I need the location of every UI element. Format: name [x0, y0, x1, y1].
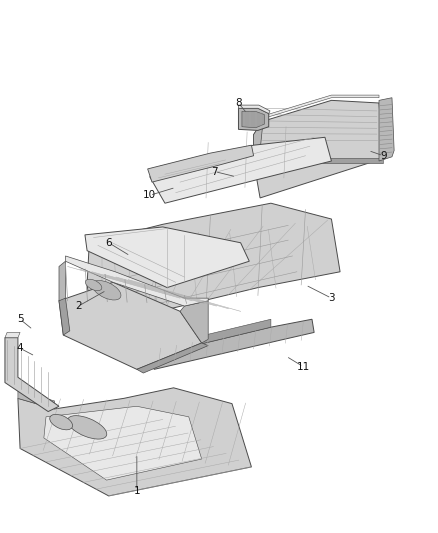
Polygon shape [87, 203, 340, 327]
Polygon shape [5, 333, 20, 338]
Text: 2: 2 [75, 301, 82, 311]
Polygon shape [18, 391, 55, 409]
Polygon shape [180, 301, 208, 343]
Polygon shape [85, 227, 249, 288]
Text: 9: 9 [380, 151, 387, 161]
Text: 10: 10 [143, 190, 156, 200]
Polygon shape [59, 282, 202, 369]
Text: 4: 4 [17, 343, 23, 353]
Polygon shape [238, 105, 270, 114]
Polygon shape [18, 388, 251, 496]
Polygon shape [254, 158, 383, 164]
Polygon shape [238, 108, 269, 131]
Text: 6: 6 [106, 238, 112, 248]
Polygon shape [59, 261, 66, 301]
Ellipse shape [85, 279, 102, 290]
Ellipse shape [50, 414, 73, 430]
Ellipse shape [92, 280, 121, 300]
Polygon shape [150, 319, 314, 369]
Polygon shape [254, 116, 267, 161]
Polygon shape [59, 298, 70, 335]
Polygon shape [150, 138, 332, 203]
Polygon shape [254, 100, 383, 198]
Polygon shape [66, 256, 208, 306]
Text: 11: 11 [297, 362, 310, 372]
Text: 1: 1 [134, 486, 140, 496]
Ellipse shape [67, 416, 107, 439]
Polygon shape [137, 343, 208, 373]
Polygon shape [242, 111, 265, 128]
Text: 3: 3 [328, 293, 335, 303]
Polygon shape [148, 145, 254, 182]
Polygon shape [150, 319, 271, 356]
Polygon shape [379, 98, 394, 161]
Polygon shape [262, 95, 379, 119]
Text: 5: 5 [17, 314, 23, 324]
Text: 8: 8 [235, 98, 242, 108]
Polygon shape [44, 406, 202, 480]
Polygon shape [5, 338, 59, 411]
Text: 7: 7 [212, 166, 218, 176]
